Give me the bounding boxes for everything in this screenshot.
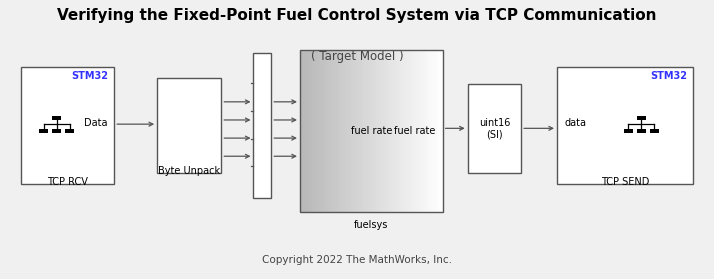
Text: Byte Unpack: Byte Unpack bbox=[158, 166, 221, 176]
Bar bbox=[319, 50, 322, 212]
Bar bbox=[21, 67, 114, 184]
Bar bbox=[378, 50, 381, 212]
Bar bbox=[557, 67, 693, 184]
Bar bbox=[393, 50, 396, 212]
Bar bbox=[314, 50, 317, 212]
Text: data: data bbox=[564, 118, 586, 128]
Bar bbox=[305, 50, 308, 212]
Bar bbox=[343, 50, 346, 212]
Bar bbox=[366, 50, 370, 212]
Text: STM32: STM32 bbox=[71, 71, 109, 81]
Bar bbox=[352, 50, 356, 212]
Bar bbox=[468, 84, 521, 173]
Bar bbox=[637, 116, 645, 120]
Bar bbox=[338, 50, 341, 212]
Bar bbox=[428, 50, 431, 212]
Bar bbox=[326, 50, 329, 212]
Bar bbox=[309, 50, 313, 212]
Bar bbox=[302, 50, 306, 212]
Bar bbox=[637, 129, 645, 133]
Bar bbox=[386, 50, 388, 212]
Bar bbox=[65, 129, 74, 133]
Bar bbox=[388, 50, 391, 212]
Bar bbox=[312, 50, 315, 212]
Bar bbox=[52, 116, 61, 120]
Text: fuel rate: fuel rate bbox=[351, 126, 392, 136]
Bar bbox=[416, 50, 420, 212]
Bar bbox=[383, 50, 386, 212]
Bar bbox=[355, 50, 358, 212]
Bar bbox=[395, 50, 398, 212]
Bar bbox=[433, 50, 436, 212]
Bar bbox=[345, 50, 348, 212]
Bar bbox=[341, 50, 343, 212]
Bar bbox=[409, 50, 413, 212]
Text: Copyright 2022 The MathWorks, Inc.: Copyright 2022 The MathWorks, Inc. bbox=[262, 255, 452, 265]
Bar bbox=[316, 50, 320, 212]
Bar bbox=[402, 50, 406, 212]
Bar bbox=[333, 50, 336, 212]
Bar bbox=[398, 50, 401, 212]
Bar bbox=[373, 50, 377, 212]
Bar bbox=[414, 50, 417, 212]
Bar bbox=[419, 50, 422, 212]
Bar bbox=[359, 50, 363, 212]
Text: fuelsys: fuelsys bbox=[354, 220, 388, 230]
Bar bbox=[157, 78, 221, 173]
Bar bbox=[300, 50, 443, 212]
Bar bbox=[328, 50, 331, 212]
Text: fuel rate: fuel rate bbox=[394, 126, 436, 136]
Bar bbox=[362, 50, 365, 212]
Bar bbox=[331, 50, 334, 212]
Bar bbox=[405, 50, 408, 212]
Bar bbox=[391, 50, 393, 212]
Text: TCP RCV: TCP RCV bbox=[47, 177, 89, 187]
Bar bbox=[307, 50, 310, 212]
Text: STM32: STM32 bbox=[650, 71, 687, 81]
Text: ( Target Model ): ( Target Model ) bbox=[311, 50, 403, 63]
Bar bbox=[52, 129, 61, 133]
Bar bbox=[441, 50, 443, 212]
Text: Verifying the Fixed-Point Fuel Control System via TCP Communication: Verifying the Fixed-Point Fuel Control S… bbox=[57, 8, 657, 23]
Text: Data: Data bbox=[84, 118, 107, 128]
Bar bbox=[412, 50, 415, 212]
Bar bbox=[431, 50, 434, 212]
Bar bbox=[336, 50, 338, 212]
Bar bbox=[371, 50, 374, 212]
Bar bbox=[650, 129, 658, 133]
Bar bbox=[323, 50, 327, 212]
Bar bbox=[357, 50, 360, 212]
Bar bbox=[438, 50, 441, 212]
Bar bbox=[400, 50, 403, 212]
Bar bbox=[421, 50, 424, 212]
Text: TCP SEND: TCP SEND bbox=[600, 177, 649, 187]
Bar bbox=[407, 50, 410, 212]
Bar bbox=[300, 50, 303, 212]
Text: uint16
(SI): uint16 (SI) bbox=[479, 117, 510, 139]
Bar bbox=[381, 50, 384, 212]
Bar bbox=[39, 129, 49, 133]
Bar bbox=[253, 53, 271, 198]
Bar bbox=[426, 50, 429, 212]
Bar bbox=[364, 50, 367, 212]
Bar bbox=[423, 50, 427, 212]
Bar bbox=[348, 50, 351, 212]
Bar bbox=[376, 50, 379, 212]
Bar bbox=[436, 50, 438, 212]
Bar bbox=[350, 50, 353, 212]
Bar bbox=[321, 50, 324, 212]
Bar bbox=[623, 129, 633, 133]
Bar bbox=[369, 50, 372, 212]
